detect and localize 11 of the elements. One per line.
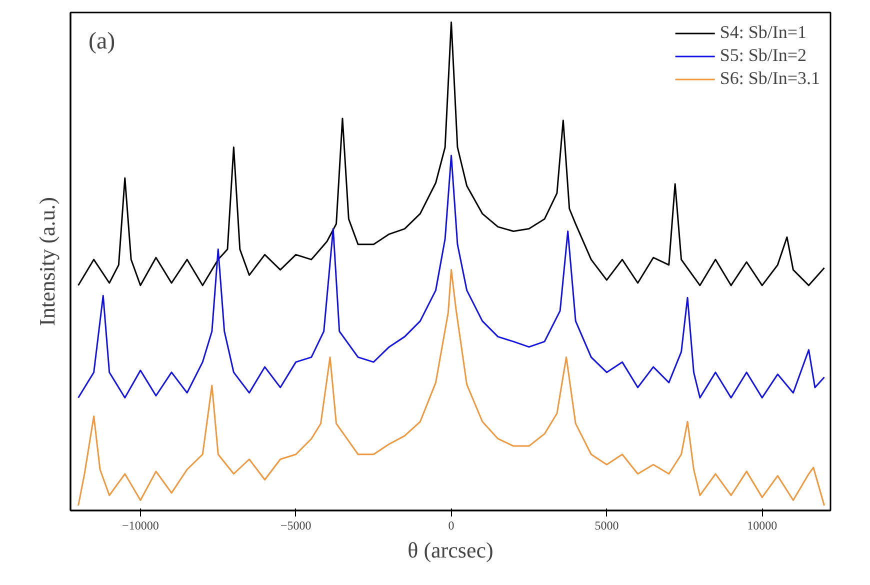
x-tick-label: 10000 bbox=[747, 518, 778, 532]
legend-label: S4: Sb/In=1 bbox=[720, 22, 806, 43]
annotation: (a) bbox=[88, 28, 116, 54]
x-tick-label: −10000 bbox=[122, 518, 159, 532]
x-axis-title: θ (arcsec) bbox=[408, 538, 494, 562]
x-tick-label: −5000 bbox=[280, 518, 312, 532]
y-axis-title: Intensity (a.u.) bbox=[34, 197, 60, 326]
x-tick-label: 0 bbox=[448, 518, 454, 532]
x-tick-label: 5000 bbox=[594, 518, 619, 532]
legend-label: S5: Sb/In=2 bbox=[720, 45, 806, 66]
legend-label: S6: Sb/In=3.1 bbox=[720, 68, 820, 89]
